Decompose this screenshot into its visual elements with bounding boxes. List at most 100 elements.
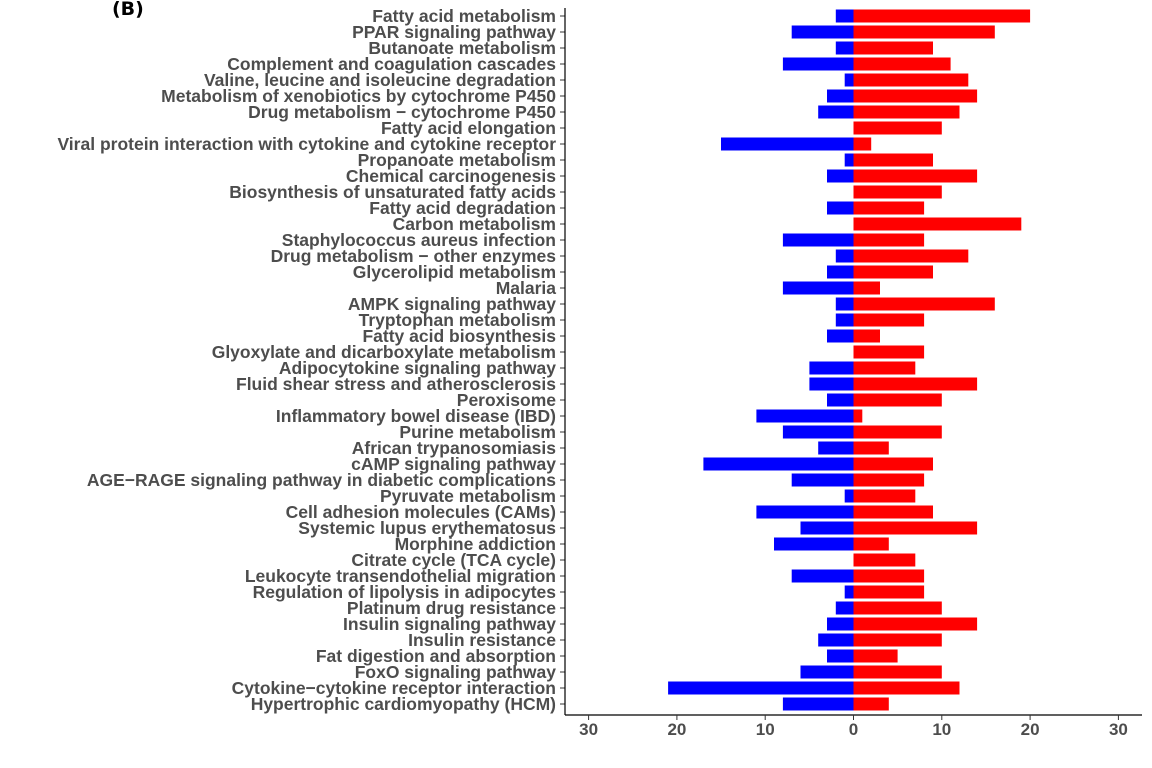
x-axis-ticks: 30 20 10 0 10 20 30 <box>579 715 1128 739</box>
bar-positive-27 <box>853 441 889 455</box>
category-label: Tryptophan metabolism <box>359 310 556 330</box>
bar-positive-16 <box>853 265 933 279</box>
bar-positive-26 <box>853 425 942 439</box>
bar-positive-4 <box>853 73 969 87</box>
category-label: Valine, leucine and isoleucine degradati… <box>204 70 556 90</box>
bar-negative-29 <box>791 473 854 487</box>
bar-negative-33 <box>774 537 854 551</box>
category-label: cAMP signaling pathway <box>351 454 556 474</box>
category-label: Adipocytokine signaling pathway <box>279 358 556 378</box>
category-label: Malaria <box>496 278 557 298</box>
category-label: Regulation of lipolysis in adipocytes <box>253 582 557 602</box>
category-label: Insulin resistance <box>408 630 556 650</box>
bar-positive-20 <box>853 329 880 343</box>
bar-positive-17 <box>853 281 880 295</box>
category-label: Biosynthesis of unsaturated fatty acids <box>229 182 556 202</box>
category-label: Complement and coagulation cascades <box>227 54 556 74</box>
bar-positive-31 <box>853 505 933 519</box>
bar-positive-21 <box>853 345 925 359</box>
bar-positive-2 <box>853 41 933 55</box>
bar-positive-0 <box>853 9 1031 23</box>
bar-negative-35 <box>791 569 854 583</box>
category-label: Fatty acid elongation <box>381 118 556 138</box>
category-label: Fatty acid biosynthesis <box>362 326 556 346</box>
category-label: Cell adhesion molecules (CAMs) <box>286 502 556 522</box>
bar-positive-23 <box>853 377 978 391</box>
bar-negative-0 <box>835 9 854 23</box>
x-tick-label: 0 <box>849 720 858 739</box>
bar-positive-43 <box>853 697 889 711</box>
bar-negative-38 <box>827 617 854 631</box>
x-tick-label: 10 <box>756 720 775 739</box>
bar-negative-20 <box>827 329 854 343</box>
x-tick-label: 10 <box>932 720 951 739</box>
bar-negative-14 <box>782 233 854 247</box>
category-label: Insulin signaling pathway <box>343 614 556 634</box>
bar-positive-24 <box>853 393 942 407</box>
category-label: Viral protein interaction with cytokine … <box>57 134 556 154</box>
bar-positive-19 <box>853 313 925 327</box>
bar-negative-32 <box>800 521 854 535</box>
bar-positive-41 <box>853 665 942 679</box>
bar-positive-33 <box>853 537 889 551</box>
bars-layer <box>668 9 1031 711</box>
bar-negative-12 <box>827 201 854 215</box>
bar-negative-26 <box>782 425 854 439</box>
bar-negative-36 <box>844 585 854 599</box>
category-label: Inflammatory bowel disease (IBD) <box>276 406 556 426</box>
bar-negative-37 <box>835 601 854 615</box>
category-label: Systemic lupus erythematosus <box>298 518 556 538</box>
category-label: Staphylococcus aureus infection <box>282 230 556 250</box>
bar-positive-8 <box>853 137 872 151</box>
bar-positive-35 <box>853 569 925 583</box>
bar-positive-28 <box>853 457 933 471</box>
x-tick-label: 30 <box>1109 720 1128 739</box>
bar-negative-41 <box>800 665 854 679</box>
bar-positive-40 <box>853 649 898 663</box>
bar-negative-1 <box>791 25 854 39</box>
bar-positive-18 <box>853 297 995 311</box>
x-tick-label: 20 <box>1021 720 1040 739</box>
bar-positive-1 <box>853 25 995 39</box>
panel-label: (B) <box>112 0 144 20</box>
category-label: Chemical carcinogenesis <box>346 166 556 186</box>
bar-negative-10 <box>827 169 854 183</box>
bar-positive-12 <box>853 201 925 215</box>
bar-negative-22 <box>809 361 854 375</box>
category-label: Fatty acid metabolism <box>372 6 556 26</box>
category-label: Platinum drug resistance <box>347 598 556 618</box>
bar-negative-43 <box>782 697 854 711</box>
bar-negative-17 <box>782 281 854 295</box>
bar-negative-15 <box>835 249 854 263</box>
category-label: Peroxisome <box>457 390 556 410</box>
bar-positive-32 <box>853 521 978 535</box>
category-label: Cytokine−cytokine receptor interaction <box>232 678 556 698</box>
bar-positive-15 <box>853 249 969 263</box>
category-label: Drug metabolism − cytochrome P450 <box>248 102 556 122</box>
bar-negative-8 <box>721 137 854 151</box>
category-label: Drug metabolism − other enzymes <box>271 246 557 266</box>
category-label: Glyoxylate and dicarboxylate metabolism <box>212 342 556 362</box>
bar-negative-6 <box>818 105 854 119</box>
bar-positive-29 <box>853 473 925 487</box>
category-label: Purine metabolism <box>399 422 556 442</box>
category-label: Leukocyte transendothelial migration <box>245 566 556 586</box>
category-label: Citrate cycle (TCA cycle) <box>351 550 556 570</box>
category-label: AMPK signaling pathway <box>348 294 556 314</box>
bar-positive-42 <box>853 681 960 695</box>
category-label: Propanoate metabolism <box>358 150 556 170</box>
bar-positive-36 <box>853 585 925 599</box>
bar-negative-27 <box>818 441 854 455</box>
category-label: Morphine addiction <box>395 534 556 554</box>
bar-positive-9 <box>853 153 933 167</box>
category-label: Butanoate metabolism <box>368 38 556 58</box>
bar-negative-5 <box>827 89 854 103</box>
x-tick-label: 20 <box>667 720 686 739</box>
bar-positive-5 <box>853 89 978 103</box>
bar-positive-37 <box>853 601 942 615</box>
category-label: Fat digestion and absorption <box>316 646 556 666</box>
bar-positive-6 <box>853 105 960 119</box>
bar-positive-34 <box>853 553 916 567</box>
bar-positive-10 <box>853 169 978 183</box>
